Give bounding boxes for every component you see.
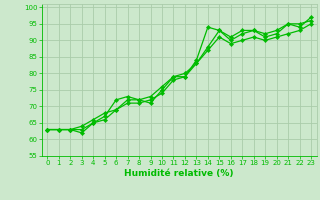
X-axis label: Humidité relative (%): Humidité relative (%) [124, 169, 234, 178]
